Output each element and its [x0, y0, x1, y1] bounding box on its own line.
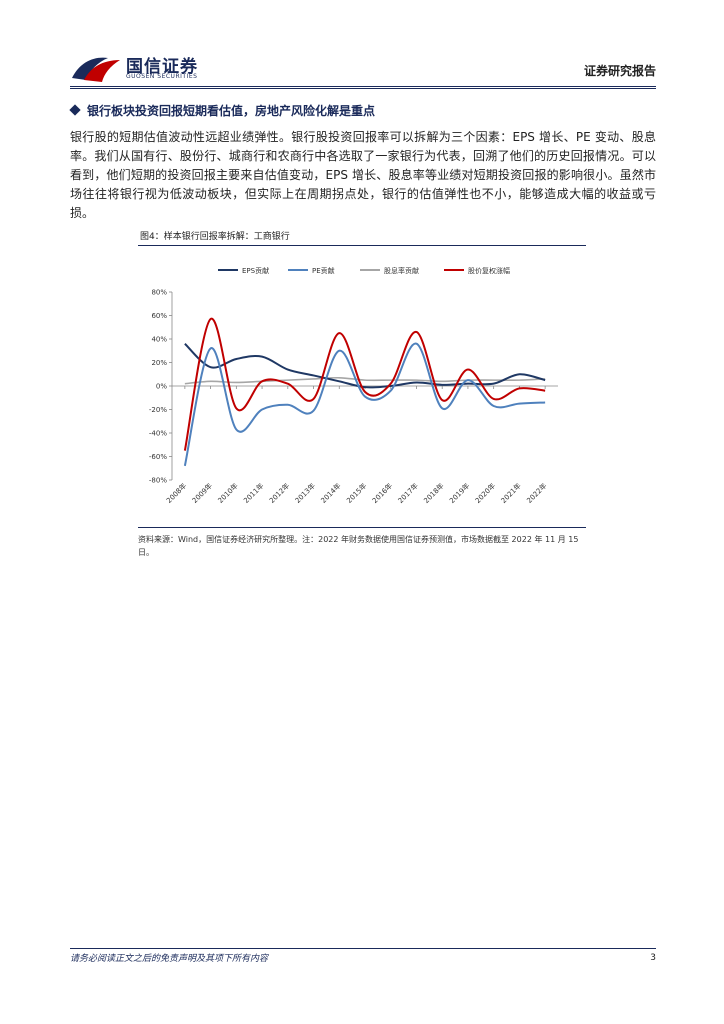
- section-heading-text: 银行板块投资回报短期看估值，房地产风险化解是重点: [87, 104, 376, 118]
- page-header: 国信证券 GUOSEN SECURITIES 证券研究报告: [70, 48, 656, 89]
- x-tick-label: 2013年: [293, 481, 317, 505]
- legend-label: EPS贡献: [242, 266, 269, 275]
- diamond-bullet-icon: [69, 104, 81, 116]
- series-line-3: [183, 318, 546, 451]
- x-tick-label: 2011年: [242, 481, 266, 505]
- footer-divider: [70, 948, 656, 949]
- x-tick-label: 2019年: [447, 481, 471, 505]
- y-tick-label: 20%: [151, 359, 167, 367]
- logo-english-name: GUOSEN SECURITIES: [126, 73, 198, 80]
- report-type-label: 证券研究报告: [583, 64, 656, 78]
- x-tick-label: 2020年: [473, 481, 497, 505]
- header-divider: [70, 86, 656, 87]
- footer-disclaimer: 请务必阅读正文之后的免责声明及其项下所有内容: [70, 954, 269, 964]
- chart-legend: EPS贡献 PE贡献 股息率贡献 股价复权涨幅: [218, 266, 510, 275]
- series-line-2: [184, 376, 546, 385]
- y-tick-label: -80%: [149, 477, 167, 485]
- logo-chinese-name: 国信证券: [126, 57, 198, 77]
- figure-bottom-rule: [138, 527, 586, 528]
- legend-label: 股价复权涨幅: [468, 266, 510, 275]
- x-tick-label: 2012年: [267, 481, 291, 505]
- y-tick-label: 60%: [151, 312, 167, 320]
- series-line-1: [183, 342, 546, 467]
- x-tick-label: 2018年: [422, 481, 446, 505]
- x-tick-label: 2014年: [319, 481, 343, 505]
- return-decomposition-chart: EPS贡献 PE贡献 股息率贡献 股价复权涨幅 -80% -60% -40% -20% 0% 2…: [149, 266, 558, 505]
- chart-series: [183, 318, 546, 467]
- figure-title: 图4：样本银行回报率拆解：工商银行: [140, 232, 290, 242]
- x-tick-label: 2015年: [344, 481, 368, 505]
- x-tick-label: 2010年: [216, 481, 240, 505]
- y-tick-label: -40%: [149, 430, 167, 438]
- header-divider-secondary: [70, 88, 656, 89]
- x-tick-label: 2017年: [396, 481, 420, 505]
- x-tick-label: 2008年: [164, 481, 188, 505]
- figure-source-note: 资料来源：Wind，国信证券经济研究所整理。注：2022 年财务数据使用国信证券…: [138, 535, 579, 557]
- y-tick-label: 40%: [151, 336, 167, 344]
- y-tick-label: 80%: [151, 289, 167, 297]
- page-number: 3: [650, 953, 656, 963]
- x-tick-label: 2009年: [190, 481, 214, 505]
- figure-top-rule: [138, 245, 586, 246]
- legend-label: PE贡献: [312, 266, 335, 275]
- y-tick-label: -20%: [149, 406, 167, 414]
- x-tick-label: 2021年: [499, 481, 523, 505]
- x-tick-label: 2016年: [370, 481, 394, 505]
- body-paragraph: 银行股的短期估值波动性远超业绩弹性。银行股投资回报率可以拆解为三个因素：EPS …: [70, 130, 656, 220]
- section-heading: 银行板块投资回报短期看估值，房地产风险化解是重点: [69, 102, 376, 119]
- series-line-0: [184, 342, 546, 389]
- legend-label: 股息率贡献: [384, 266, 419, 275]
- y-tick-label: 0%: [156, 383, 167, 391]
- x-tick-label: 2022年: [525, 481, 549, 505]
- y-tick-label: -60%: [149, 453, 167, 461]
- guosen-logo-icon: [72, 57, 120, 82]
